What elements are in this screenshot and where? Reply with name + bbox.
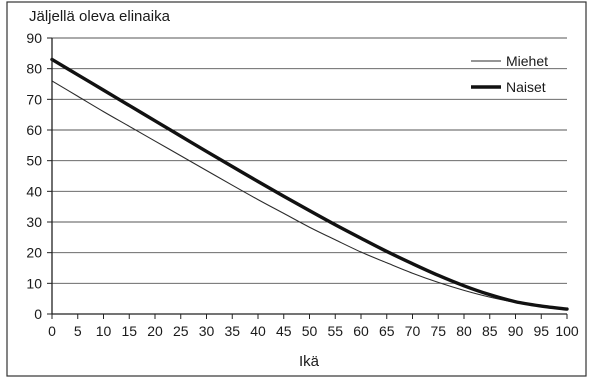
series-lines xyxy=(50,57,569,311)
x-tick-label: 95 xyxy=(533,323,549,339)
x-tick-label: 30 xyxy=(199,323,215,339)
x-tick-label: 50 xyxy=(302,323,318,339)
x-tick-label: 70 xyxy=(405,323,421,339)
y-tick-label: 10 xyxy=(26,275,42,291)
y-tick-label: 60 xyxy=(26,122,42,138)
legend: Miehet Naiset xyxy=(471,53,548,95)
series-line-miehet xyxy=(51,80,568,310)
y-axis-title: Jäljellä oleva elinaika xyxy=(29,8,171,25)
y-tick-label: 50 xyxy=(26,153,42,169)
x-tick-label: 40 xyxy=(250,323,266,339)
x-tick-label: 0 xyxy=(48,323,56,339)
x-tick-label: 5 xyxy=(74,323,82,339)
legend-label-miehet: Miehet xyxy=(506,53,548,69)
x-tick-label: 85 xyxy=(482,323,498,339)
legend-label-naiset: Naiset xyxy=(506,79,546,95)
y-tick-label: 80 xyxy=(26,61,42,77)
x-tick-label: 65 xyxy=(379,323,395,339)
chart-frame xyxy=(6,1,587,377)
x-tick-label: 75 xyxy=(430,323,446,339)
x-tick-label: 55 xyxy=(327,323,343,339)
y-tick-label: 70 xyxy=(26,91,42,107)
y-tick-label: 0 xyxy=(34,306,42,322)
x-tick-label: 100 xyxy=(555,323,579,339)
y-tick-label: 20 xyxy=(26,245,42,261)
y-tick-label: 90 xyxy=(26,30,42,46)
x-tick-label: 25 xyxy=(173,323,189,339)
series-line-naiset xyxy=(50,57,569,311)
axes: 0 10 20 30 40 50 60 70 80 90 0 5 10 15 20 25 30 35 40 45 50 5… xyxy=(26,30,578,339)
x-tick-label: 10 xyxy=(96,323,112,339)
x-tick-label: 45 xyxy=(276,323,292,339)
y-tick-label: 30 xyxy=(26,214,42,230)
x-tick-label: 20 xyxy=(147,323,163,339)
y-tick-label: 40 xyxy=(26,183,42,199)
gridlines xyxy=(52,37,567,284)
x-tick-label: 60 xyxy=(353,323,369,339)
x-tick-label: 15 xyxy=(121,323,137,339)
x-axis-title: Ikä xyxy=(299,353,320,370)
x-tick-label: 35 xyxy=(224,323,240,339)
x-tick-label: 80 xyxy=(456,323,472,339)
x-tick-label: 90 xyxy=(508,323,524,339)
